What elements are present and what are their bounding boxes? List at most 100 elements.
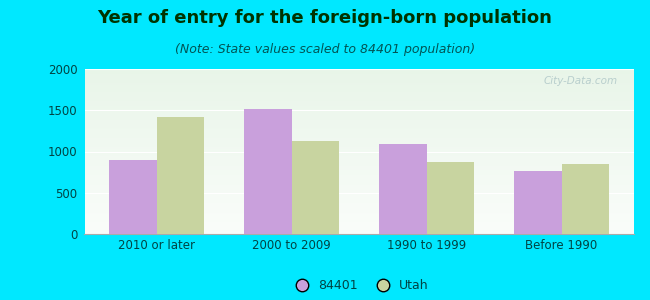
Bar [84,102,634,103]
Bar [84,108,634,109]
Bar [84,105,634,106]
Bar [84,209,634,210]
Bar [84,188,634,189]
Bar [84,207,634,208]
Bar [84,199,634,200]
Bar [84,70,634,71]
Bar [84,113,634,114]
Bar [84,178,634,179]
Bar [84,120,634,121]
Bar [84,184,634,185]
Bar [84,175,634,176]
Bar [84,93,634,94]
Bar [84,142,634,143]
Bar [84,224,634,225]
Bar [84,118,634,119]
Bar [84,161,634,162]
Bar [84,201,634,202]
Bar [84,204,634,205]
Bar [84,140,634,141]
Bar [84,76,634,77]
Bar [84,219,634,220]
Bar [84,111,634,112]
Bar [84,182,634,183]
Bar [84,79,634,80]
Bar [84,149,634,150]
Bar [84,168,634,169]
Text: Year of entry for the foreign-born population: Year of entry for the foreign-born popul… [98,9,552,27]
Bar [84,212,634,213]
Bar [84,146,634,147]
Bar [84,129,634,130]
Bar [380,144,426,234]
Bar [84,155,634,156]
Bar [84,157,634,158]
Bar [84,153,634,154]
Bar [84,124,634,125]
Bar [514,171,562,234]
Bar [84,83,634,84]
Bar [84,227,634,228]
Bar [84,165,634,166]
Bar [84,99,634,100]
Bar [84,164,634,165]
Bar [157,117,204,234]
Bar [84,74,634,75]
Bar [84,186,634,187]
Bar [84,137,634,138]
Legend: 84401, Utah: 84401, Utah [285,274,434,297]
Bar [84,138,634,139]
Bar [84,130,634,131]
Bar [84,152,634,153]
Bar [84,87,634,88]
Bar [84,206,634,207]
Bar [84,217,634,218]
Bar [84,166,634,167]
Bar [84,183,634,184]
Bar [84,196,634,197]
Bar [84,200,634,201]
Bar [84,194,634,195]
Bar [84,223,634,224]
Bar [84,128,634,129]
Bar [84,214,634,215]
Bar [84,94,634,95]
Bar [84,144,634,145]
Bar [84,77,634,78]
Bar [109,160,157,234]
Bar [84,231,634,232]
Bar [84,86,634,87]
Bar [84,71,634,72]
Bar [84,173,634,174]
Bar [84,121,634,122]
Bar [84,88,634,89]
Bar [84,225,634,226]
Bar [84,98,634,99]
Bar [84,85,634,86]
Bar [84,134,634,135]
Bar [84,147,634,148]
Bar [84,148,634,149]
Bar [84,154,634,155]
Bar [84,192,634,193]
Bar [84,216,634,217]
Bar [84,215,634,216]
Bar [84,143,634,144]
Bar [84,95,634,96]
Bar [84,110,634,111]
Bar [84,135,634,136]
Bar [84,202,634,203]
Bar [84,72,634,73]
Bar [84,119,634,120]
Bar [84,106,634,107]
Bar [84,160,634,161]
Bar [84,190,634,191]
Bar [84,139,634,140]
Bar [84,220,634,221]
Text: (Note: State values scaled to 84401 population): (Note: State values scaled to 84401 popu… [175,44,475,56]
Text: City-Data.com: City-Data.com [543,76,618,85]
Bar [84,103,634,104]
Bar [84,203,634,204]
Bar [84,187,634,188]
Bar [84,159,634,160]
